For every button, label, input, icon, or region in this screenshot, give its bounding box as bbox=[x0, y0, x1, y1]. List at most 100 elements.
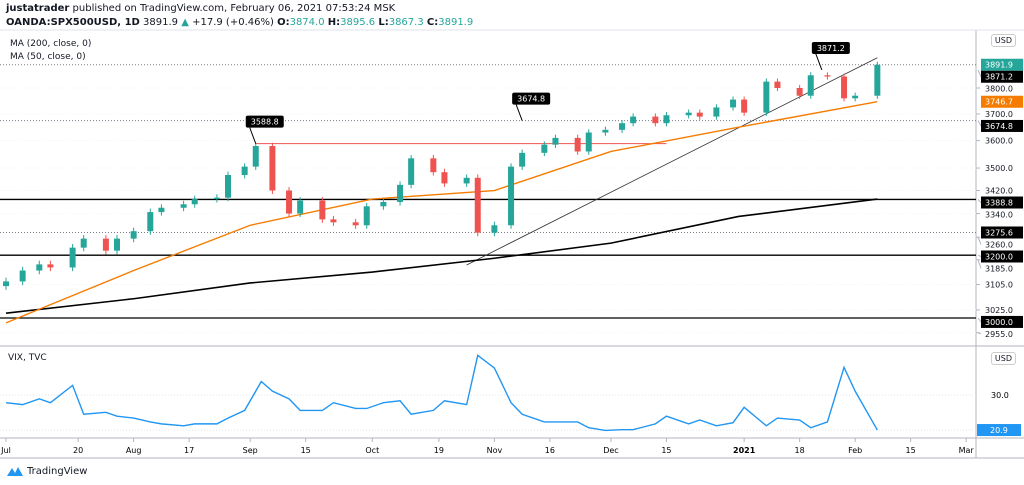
ma50-line bbox=[5, 101, 878, 324]
candle-body bbox=[619, 123, 626, 130]
candle-body bbox=[130, 231, 137, 239]
currency-badge[interactable]: USD bbox=[990, 34, 1016, 47]
price-badge bbox=[981, 95, 1023, 108]
price-badge-label: 3275.6 bbox=[985, 228, 1013, 237]
legend-ma50[interactable]: MA (50, close, 0) bbox=[10, 52, 86, 62]
callout-box bbox=[245, 115, 284, 128]
x-tick-label: 20 bbox=[73, 446, 83, 455]
candle-body bbox=[630, 116, 637, 124]
candle-body bbox=[225, 174, 231, 198]
candle-body bbox=[147, 212, 154, 232]
candle-body bbox=[180, 204, 187, 208]
candle-body bbox=[696, 112, 703, 117]
price-badge-label: 3200.0 bbox=[985, 252, 1013, 261]
y-tick-label: 3105.0 bbox=[985, 281, 1013, 290]
vix-y-tick-label: 30.0 bbox=[991, 391, 1009, 400]
open-label: O: bbox=[277, 17, 290, 28]
candle-body bbox=[824, 75, 831, 77]
price-badge bbox=[981, 119, 1023, 132]
callout-label: 3674.8 bbox=[517, 95, 545, 104]
publish-text: published on TradingView.com, February 0… bbox=[72, 3, 396, 14]
indicator-legend: MA (200, close, 0) MA (50, close, 0) bbox=[10, 38, 91, 64]
candle-body bbox=[47, 264, 54, 268]
candle-body bbox=[363, 206, 370, 226]
label-connector bbox=[977, 332, 982, 335]
y-tick-label: 2955.0 bbox=[985, 330, 1013, 339]
y-tick-label: 3340.0 bbox=[985, 211, 1013, 220]
y-tick-label: 3260.0 bbox=[985, 240, 1013, 249]
price-badge-label: 3674.8 bbox=[985, 122, 1013, 131]
label-connector bbox=[977, 254, 982, 257]
ma200-line bbox=[5, 198, 878, 314]
candle-body bbox=[408, 158, 415, 185]
vix-line bbox=[5, 354, 878, 432]
y-tick-label: 3420.0 bbox=[985, 187, 1013, 196]
candle-body bbox=[158, 207, 165, 213]
high-value: 3895.6 bbox=[340, 17, 376, 28]
close-value: 3891.9 bbox=[438, 17, 474, 28]
candle-body bbox=[114, 238, 120, 251]
candle-body bbox=[252, 146, 259, 167]
trend-line bbox=[466, 57, 878, 266]
x-tick-label: 16 bbox=[545, 446, 555, 455]
legend-vix[interactable]: VIX, TVC bbox=[8, 353, 47, 363]
tradingview-logo[interactable]: TradingView bbox=[6, 465, 87, 477]
low-label: L: bbox=[378, 17, 389, 28]
callout-box bbox=[811, 41, 850, 54]
x-tick-label: 15 bbox=[661, 446, 671, 455]
y-tick-label: 3800.0 bbox=[985, 85, 1013, 94]
candle-body bbox=[841, 76, 848, 99]
candle-body bbox=[763, 81, 770, 113]
open-value: 3874.0 bbox=[289, 17, 325, 28]
candle-body bbox=[330, 219, 337, 223]
price-badge bbox=[981, 196, 1023, 209]
candle-body bbox=[807, 75, 814, 96]
x-tick-label: Mar bbox=[959, 446, 975, 455]
callout-pointer bbox=[515, 104, 523, 121]
label-connector bbox=[977, 317, 982, 323]
x-tick-label: 17 bbox=[184, 446, 194, 455]
x-tick-label: 15 bbox=[301, 446, 311, 455]
vix-price-badge bbox=[977, 424, 1021, 437]
chart-canvas[interactable]: 3891.9 3871.2 3800.0 3746.7 3700.0 3674.8 3600… bbox=[0, 0, 1024, 460]
x-tick-label: Nov bbox=[487, 446, 503, 455]
y-tick-label: 3600.0 bbox=[985, 137, 1013, 146]
x-tick-label: 15 bbox=[906, 446, 916, 455]
high-label: H: bbox=[327, 17, 341, 28]
candle-body bbox=[730, 99, 737, 108]
publish-info: justatrader published on TradingView.com… bbox=[6, 3, 395, 14]
candle-body bbox=[508, 166, 515, 226]
candle-body bbox=[552, 137, 559, 145]
candle-body bbox=[796, 88, 803, 96]
x-tick-label: 19 bbox=[434, 446, 444, 455]
candle-body bbox=[874, 64, 881, 96]
x-tick-label: 2021 bbox=[733, 446, 756, 455]
low-value: 3867.3 bbox=[388, 17, 424, 28]
candle-body bbox=[585, 132, 592, 152]
brand-name: TradingView bbox=[27, 465, 88, 477]
up-arrow-icon: ▲ bbox=[181, 17, 189, 28]
candle-body bbox=[352, 222, 359, 226]
candle-body bbox=[852, 95, 859, 99]
candle-body bbox=[241, 166, 248, 175]
price-badge bbox=[981, 315, 1023, 328]
candle-body bbox=[491, 225, 498, 233]
price-badge-label: 3891.9 bbox=[985, 61, 1013, 70]
candle-body bbox=[286, 190, 293, 214]
candle-body bbox=[474, 177, 481, 233]
callout-label: 3588.8 bbox=[251, 118, 279, 127]
candle-body bbox=[574, 137, 581, 152]
candle-body bbox=[713, 107, 720, 117]
candle-body bbox=[319, 200, 326, 220]
y-tick-label: 3185.0 bbox=[985, 264, 1013, 273]
x-tick-label: 18 bbox=[795, 446, 805, 455]
price-badge bbox=[981, 250, 1023, 263]
candle-body bbox=[19, 270, 26, 282]
callout-box bbox=[512, 92, 551, 105]
close-label: C: bbox=[426, 17, 439, 28]
vix-currency-badge[interactable]: USD bbox=[990, 352, 1016, 365]
price-badge bbox=[981, 226, 1023, 239]
callout-pointer bbox=[249, 127, 257, 144]
candle-body bbox=[397, 184, 404, 202]
legend-ma200[interactable]: MA (200, close, 0) bbox=[10, 39, 92, 49]
